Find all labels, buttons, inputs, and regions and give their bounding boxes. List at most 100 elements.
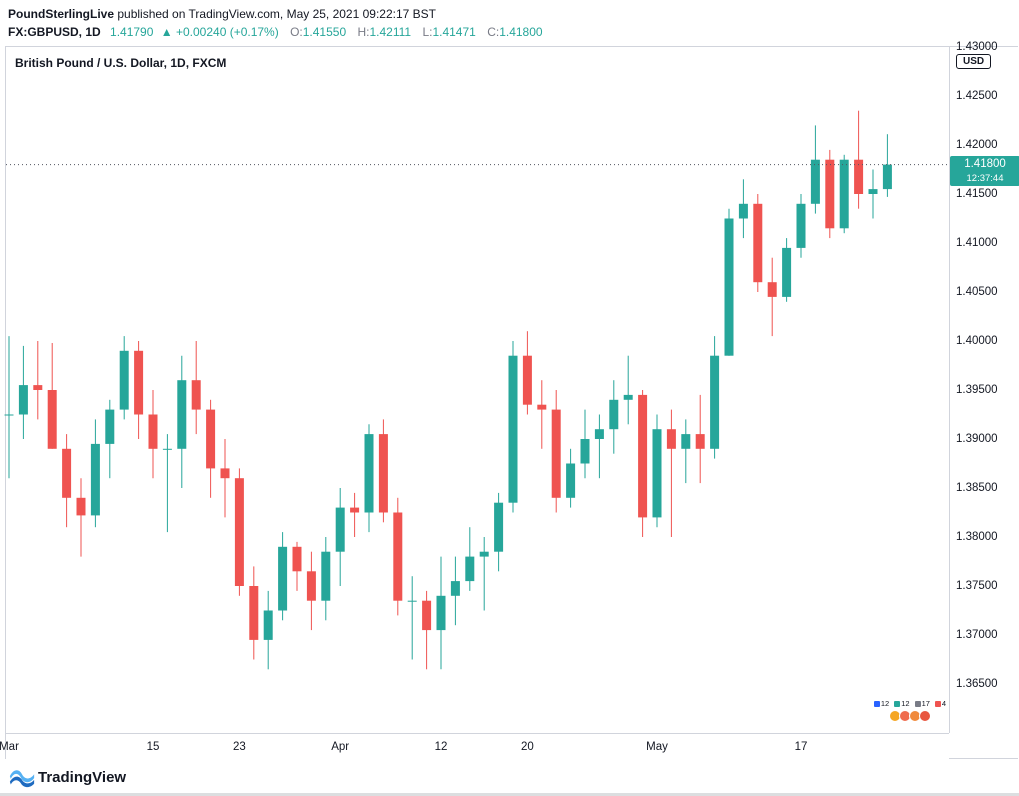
footer: TradingView: [0, 760, 1019, 796]
price-axis-label: 1.40500: [956, 286, 998, 298]
price-axis-label: 1.37500: [956, 580, 998, 592]
candle: [393, 497, 403, 616]
time-axis-label: 20: [520, 741, 534, 753]
candle: [364, 424, 374, 533]
candle: [638, 390, 648, 537]
reaction-emojis[interactable]: [872, 710, 948, 722]
time-axis[interactable]: Mar 15 23 Apr 12 20 May 17: [0, 733, 949, 760]
candle: [62, 434, 72, 528]
emoji-icon[interactable]: [919, 710, 931, 722]
reaction-count: 17: [921, 699, 930, 708]
symbol-title[interactable]: FX:GBPUSD, 1D: [8, 25, 101, 39]
candle: [753, 194, 763, 292]
price-axis-label: 1.40000: [956, 335, 998, 347]
candle: [234, 468, 244, 596]
price-axis-label: 1.43000: [956, 41, 998, 53]
candle: [90, 419, 100, 528]
price-axis-label: 1.39000: [956, 433, 998, 445]
candle: [206, 399, 216, 498]
candle: [263, 590, 273, 670]
candle: [767, 257, 777, 337]
time-axis-label: 12: [434, 741, 448, 753]
candle: [465, 527, 475, 591]
publish-text: published on TradingView.com, May 25, 20…: [114, 7, 436, 21]
publish-line: PoundSterlingLive published on TradingVi…: [8, 7, 1019, 21]
high-value: 1.42111: [369, 25, 412, 39]
last-price: 1.41790: [110, 25, 154, 39]
price-axis-label: 1.42000: [956, 139, 998, 151]
candle: [508, 341, 518, 513]
candle: [148, 390, 158, 479]
candle: [537, 380, 547, 449]
candle: [47, 343, 57, 449]
currency-badge: USD: [956, 54, 992, 69]
candle: [191, 341, 201, 435]
candle: [782, 238, 792, 302]
candle: [868, 169, 878, 219]
price-axis-label: 1.36500: [956, 678, 998, 690]
candle: [652, 414, 662, 528]
open-label: O:: [290, 25, 303, 39]
candle: [854, 110, 864, 209]
price-axis[interactable]: USD 1.41800 12:37:44 1.43000 1.42500 1.420…: [949, 41, 1019, 733]
price-axis-label: 1.41000: [956, 237, 998, 249]
time-axis-label: Mar: [0, 741, 19, 753]
time-axis-label: May: [646, 741, 668, 753]
candle: [278, 532, 288, 621]
candle: [580, 409, 590, 479]
reaction-mini-icon: [894, 701, 901, 708]
high-label: H:: [357, 25, 370, 39]
price-change: ▲ +0.00240 (+0.17%): [160, 25, 279, 39]
tradingview-brand-text[interactable]: TradingView: [38, 769, 127, 786]
price-axis-label: 1.38000: [956, 531, 998, 543]
candle: [882, 134, 892, 197]
price-axis-label: 1.42500: [956, 90, 998, 102]
current-price-tag: 1.41800 12:37:44: [950, 155, 1019, 186]
candle: [177, 355, 187, 488]
tradingview-logo-icon[interactable]: [8, 766, 36, 795]
low-value: 1.41471: [432, 25, 476, 39]
candle: [839, 154, 849, 234]
candle: [119, 336, 129, 420]
candle: [18, 345, 28, 439]
candle: [522, 331, 532, 415]
candle: [623, 355, 633, 425]
chart-legend[interactable]: British Pound / U.S. Dollar, 1D, FXCM: [15, 56, 227, 70]
price-axis-label: 1.39500: [956, 384, 998, 396]
candle: [4, 336, 14, 479]
current-price-value: 1.41800: [964, 157, 1006, 170]
candle: [378, 419, 388, 523]
candle: [350, 492, 360, 537]
candle: [321, 537, 331, 621]
reaction-mini-icon: [873, 701, 880, 708]
reaction-mini-icon: [914, 701, 921, 708]
candle: [551, 390, 561, 513]
candle: [335, 488, 345, 586]
candle: [566, 448, 576, 508]
candle: [666, 409, 676, 537]
reaction-count: 12: [880, 699, 890, 708]
reaction-counts: 12 12 17 4: [872, 699, 948, 708]
candle: [292, 541, 302, 591]
symbol-line: FX:GBPUSD, 1D 1.41790 ▲ +0.00240 (+0.17%…: [8, 25, 1019, 39]
candle: [436, 556, 446, 670]
candle: [249, 566, 259, 660]
candle: [724, 208, 734, 356]
candlestick-chart[interactable]: British Pound / U.S. Dollar, 1D, FXCM 12…: [4, 47, 949, 733]
reactions-widget[interactable]: 12 12 17 4: [872, 699, 948, 729]
candle: [220, 439, 230, 518]
price-axis-label: 1.37000: [956, 629, 998, 641]
candle: [695, 394, 705, 484]
candle: [494, 492, 504, 572]
candle: [810, 125, 820, 214]
reaction-count: 4: [941, 699, 947, 708]
low-label: L:: [422, 25, 433, 39]
close-label: C:: [487, 25, 500, 39]
candle: [105, 399, 115, 479]
bar-countdown: 12:37:44: [966, 172, 1004, 184]
candle: [422, 590, 432, 670]
publisher-name: PoundSterlingLive: [8, 7, 115, 21]
time-axis-label: 23: [232, 741, 246, 753]
time-axis-label: Apr: [331, 741, 350, 753]
price-axis-label: 1.41500: [956, 188, 998, 200]
